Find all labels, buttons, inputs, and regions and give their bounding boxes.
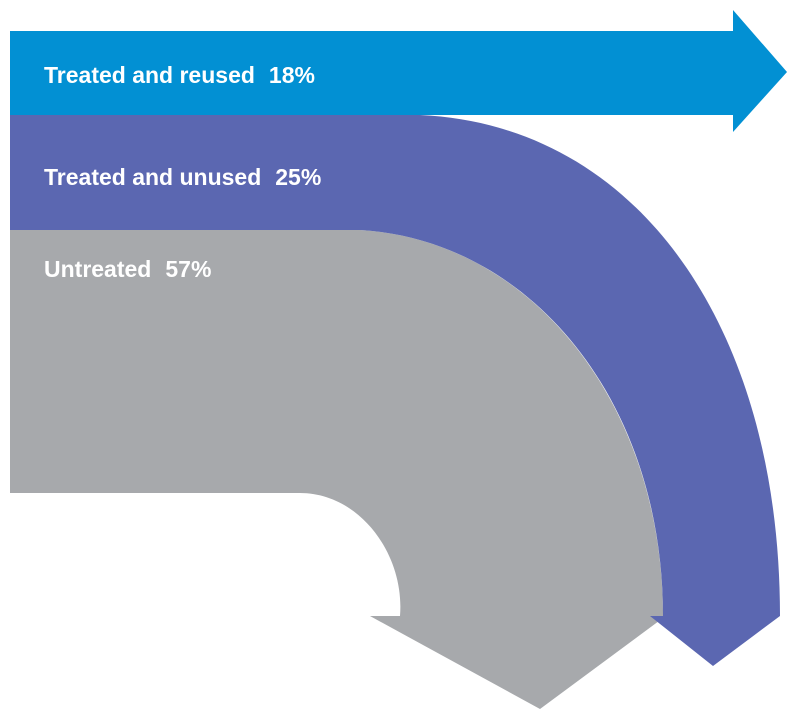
flow-label-treated-reused: Treated and reused 18%: [44, 62, 315, 88]
flow-band-treated-reused: [10, 10, 787, 132]
flow-value-treated-unused: 25%: [275, 164, 321, 190]
flow-value-treated-reused: 18%: [269, 62, 315, 88]
flow-name-treated-unused: Treated and unused: [44, 164, 261, 190]
flow-value-untreated: 57%: [165, 256, 211, 282]
flow-band-treated-unused: [10, 115, 780, 666]
flow-band-untreated: [10, 230, 663, 709]
flow-name-treated-reused: Treated and reused: [44, 62, 255, 88]
flow-label-treated-unused: Treated and unused 25%: [44, 164, 321, 190]
flow-label-untreated: Untreated 57%: [44, 256, 211, 282]
flow-name-untreated: Untreated: [44, 256, 151, 282]
